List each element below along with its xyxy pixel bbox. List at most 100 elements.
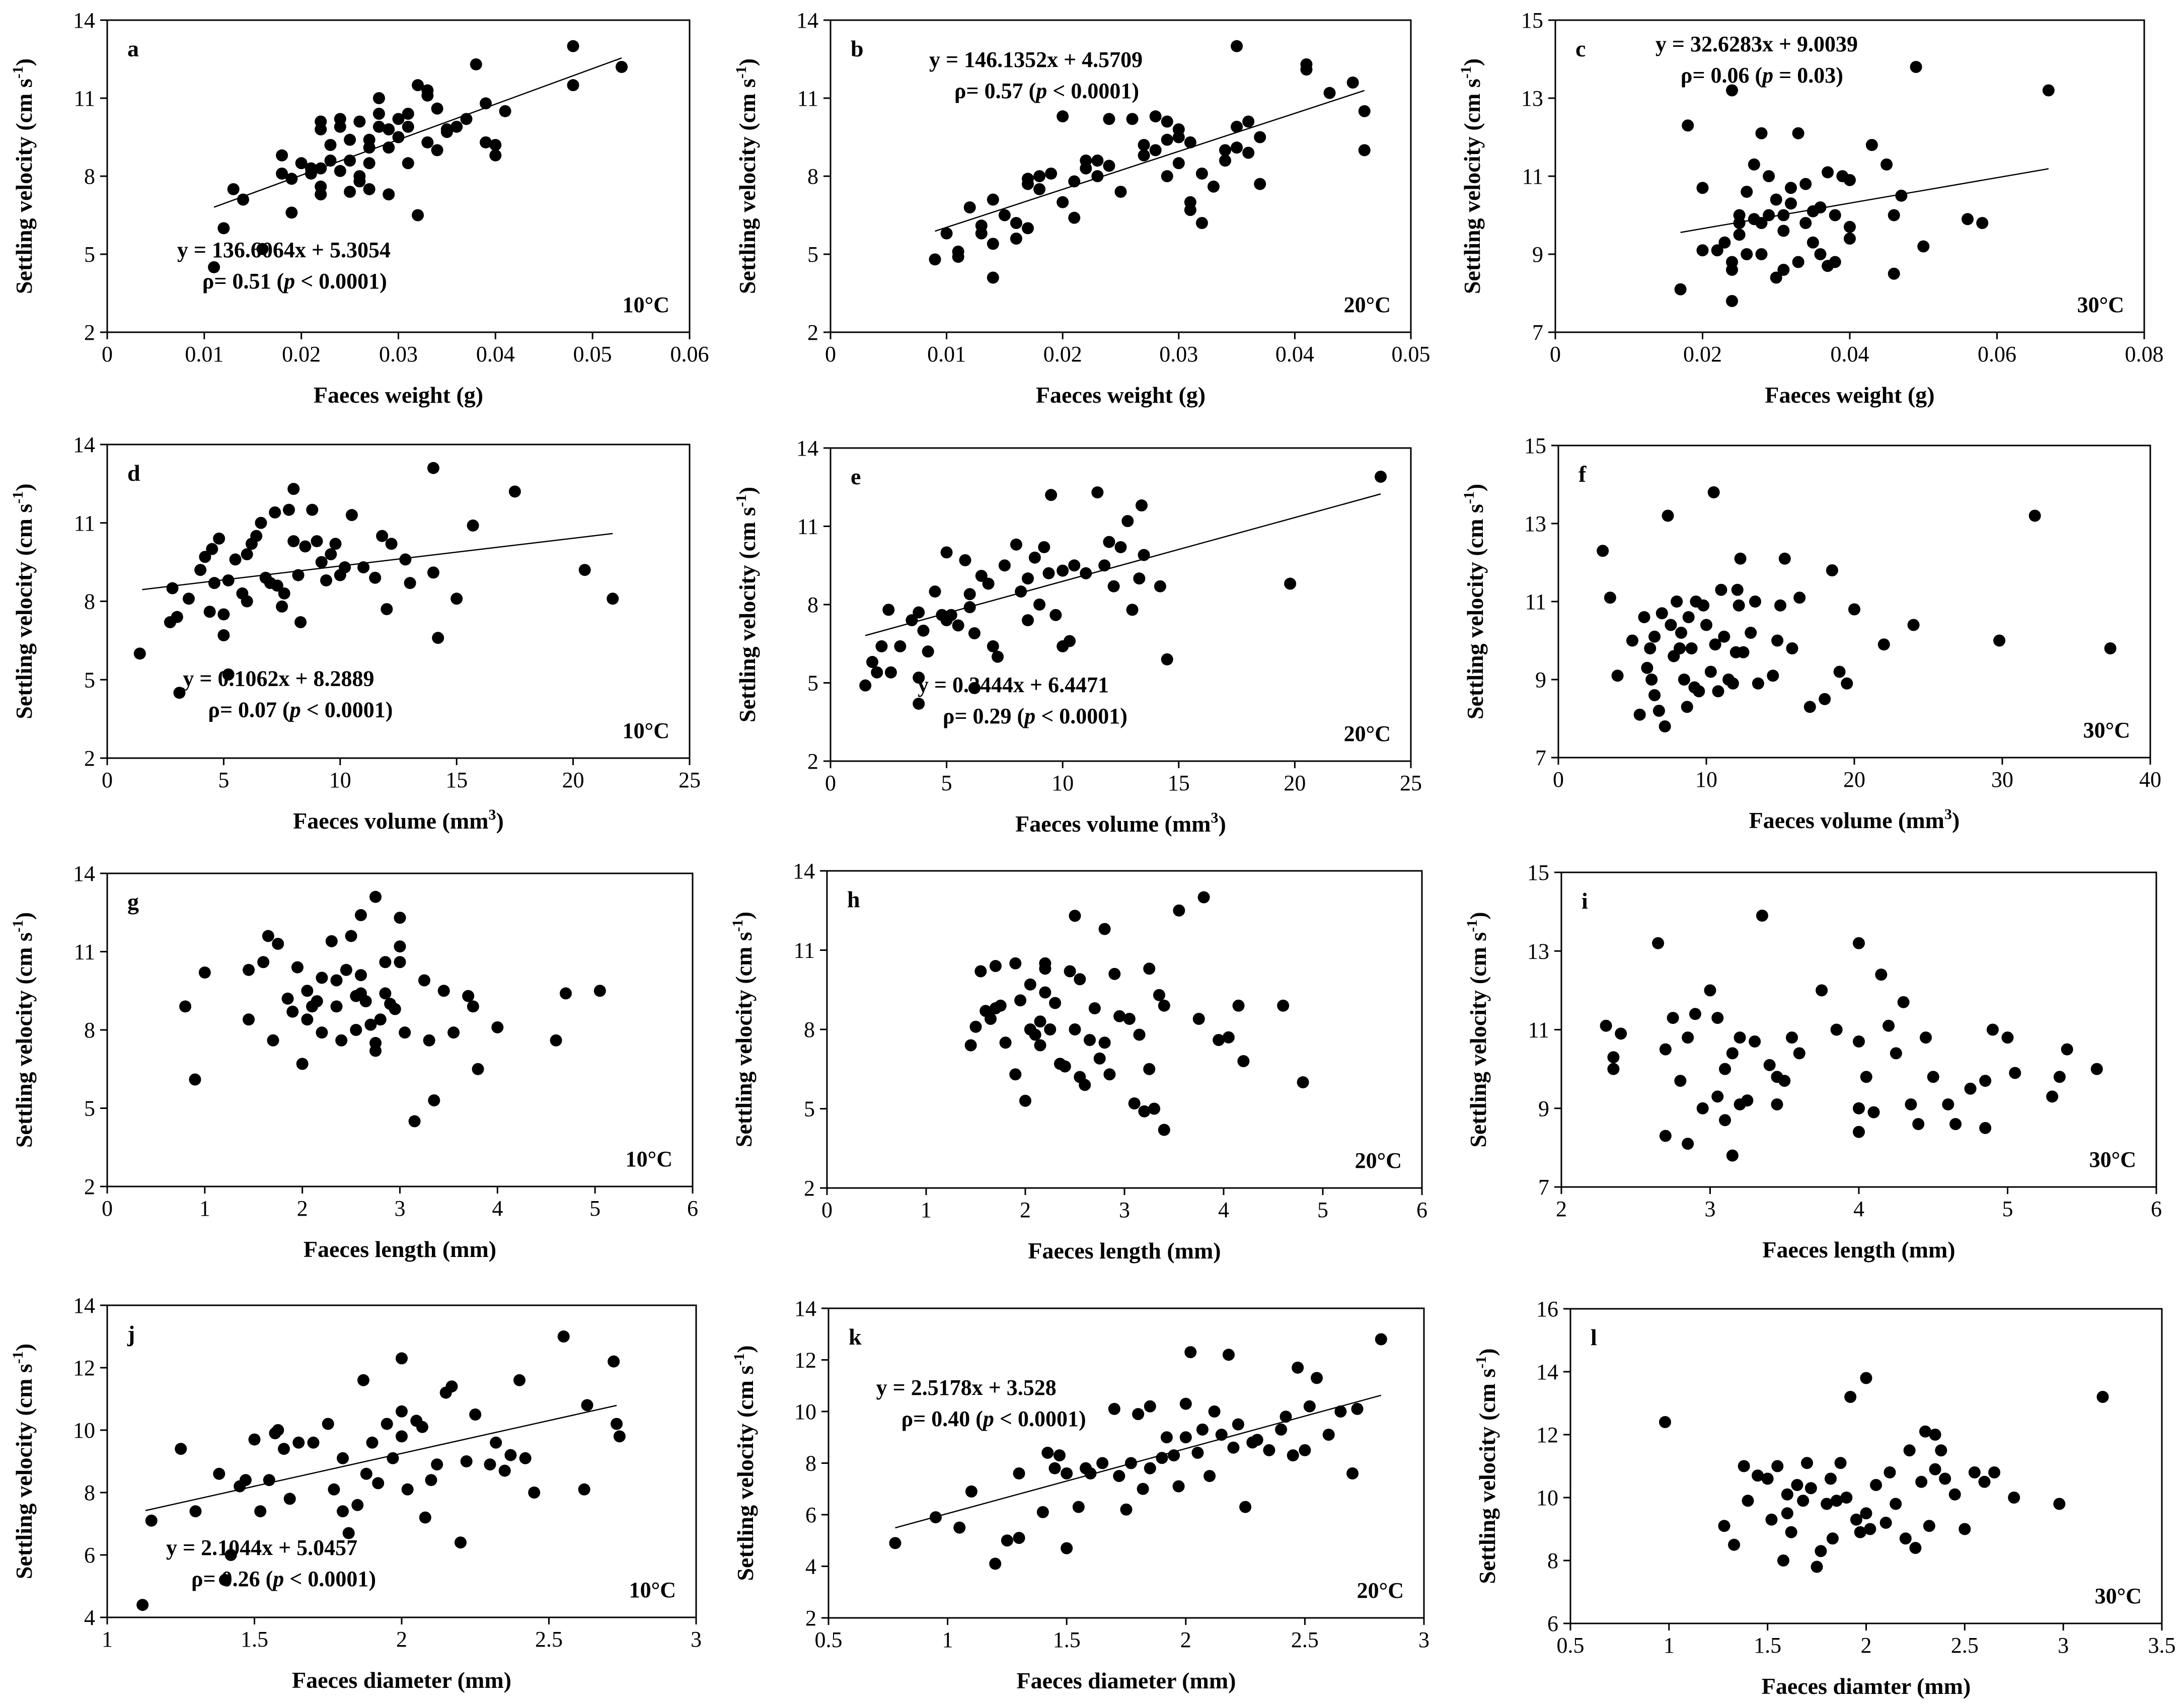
data-point <box>1682 119 1694 132</box>
y-tick-label: 11 <box>797 514 818 539</box>
data-point <box>2001 1031 2014 1044</box>
data-point <box>1665 619 1677 631</box>
data-point <box>133 647 146 660</box>
y-tick-label: 14 <box>796 436 818 461</box>
data-point <box>1133 1028 1146 1041</box>
data-point <box>1648 689 1661 701</box>
data-point <box>1013 1532 1025 1544</box>
data-point <box>2046 1090 2059 1103</box>
data-point <box>1184 204 1196 216</box>
data-point <box>217 608 230 621</box>
data-point <box>963 201 976 213</box>
data-point <box>1935 1444 1947 1457</box>
data-point <box>1034 1039 1046 1052</box>
data-point <box>1712 685 1724 698</box>
data-point <box>294 616 307 629</box>
y-tick-label: 13 <box>1521 86 1543 111</box>
data-point <box>1652 705 1665 717</box>
panel-c: 0 0.02 0.04 0.06 0.08 7 9 11 13 15 Faeces weight (… <box>1458 8 2164 408</box>
temperature-label: 20°C <box>1344 721 1391 746</box>
data-point <box>394 940 406 953</box>
data-point <box>432 632 444 644</box>
x-tick-label: 0 <box>825 771 836 795</box>
data-point <box>360 1467 372 1480</box>
data-point <box>199 551 211 563</box>
data-point <box>330 1000 343 1013</box>
x-tick-label: 2.5 <box>535 1627 563 1652</box>
data-point <box>1733 217 1746 229</box>
data-point <box>460 113 473 125</box>
data-point <box>1299 1444 1311 1456</box>
data-point <box>1777 1554 1789 1567</box>
y-tick-label: 6 <box>84 1543 95 1568</box>
data-point <box>427 462 439 474</box>
data-point <box>1841 677 1853 690</box>
y-axis-title-sup: -1 <box>10 491 26 504</box>
data-point <box>402 157 414 170</box>
y-tick-label: 15 <box>1521 8 1543 33</box>
data-point <box>1303 1400 1316 1413</box>
x-tick-label: 0.02 <box>1043 342 1082 366</box>
data-point <box>1853 937 1865 949</box>
data-point <box>560 987 572 1000</box>
data-point <box>366 1436 379 1449</box>
y-tick-label: 8 <box>807 592 818 617</box>
x-tick-label: 2 <box>1180 1627 1191 1652</box>
data-point <box>1770 193 1782 206</box>
data-point <box>2008 1492 2020 1504</box>
panel-h: 0 1 2 3 4 5 6 2 5 8 11 14 Faeces length (mm) Settling… <box>729 859 1427 1264</box>
regression-equation: y = 136.6064x + 5.3054 <box>177 238 391 262</box>
data-point <box>1726 677 1739 690</box>
data-point <box>1682 1031 1694 1044</box>
data-point <box>425 1474 437 1487</box>
data-point <box>1704 984 1716 997</box>
data-point <box>1074 973 1086 986</box>
data-point <box>578 1483 590 1496</box>
x-tick-label: 1 <box>199 1196 210 1221</box>
data-point <box>311 995 323 1007</box>
panel-label: g <box>127 889 139 915</box>
data-point <box>357 1374 369 1386</box>
data-point <box>255 516 267 529</box>
x-tick-label: 0.04 <box>1275 342 1314 366</box>
data-point <box>437 985 450 997</box>
data-point <box>1604 591 1616 604</box>
data-point <box>1844 174 1856 186</box>
data-point <box>1700 619 1712 631</box>
data-point <box>528 1487 541 1499</box>
data-point <box>913 606 925 619</box>
data-point <box>999 1036 1012 1049</box>
data-point <box>402 120 414 133</box>
data-point <box>952 619 964 632</box>
data-point <box>272 1424 284 1436</box>
data-point <box>315 162 327 175</box>
data-point <box>1059 1060 1071 1073</box>
data-point <box>1057 564 1069 577</box>
data-point <box>1068 211 1081 224</box>
x-tick-label: 15 <box>445 768 468 792</box>
data-point <box>1778 552 1791 565</box>
x-tick-label: 20 <box>1284 771 1306 795</box>
data-point <box>1068 175 1081 188</box>
x-axis-title: Faeces diameter (mm) <box>292 1667 511 1693</box>
x-axis-title-sup: 3 <box>488 806 496 823</box>
data-point <box>301 985 314 997</box>
y-tick-label: 7 <box>1538 1175 1549 1200</box>
data-point <box>1749 596 1762 608</box>
data-point <box>296 1058 309 1070</box>
data-point <box>256 243 269 255</box>
data-point <box>1068 559 1081 572</box>
x-tick-label: 3 <box>2058 1633 2069 1658</box>
data-point <box>1770 271 1782 284</box>
data-point <box>1136 499 1148 512</box>
data-point <box>1927 1071 1939 1083</box>
correlation-stat: ρ= 0.29 (p < 0.0001) <box>943 704 1127 728</box>
data-point <box>1895 189 1908 202</box>
data-point <box>1219 144 1232 157</box>
data-point <box>929 253 941 266</box>
data-point <box>1826 564 1838 576</box>
x-axis-title-end: ) <box>496 808 503 834</box>
data-point <box>1829 256 1841 268</box>
